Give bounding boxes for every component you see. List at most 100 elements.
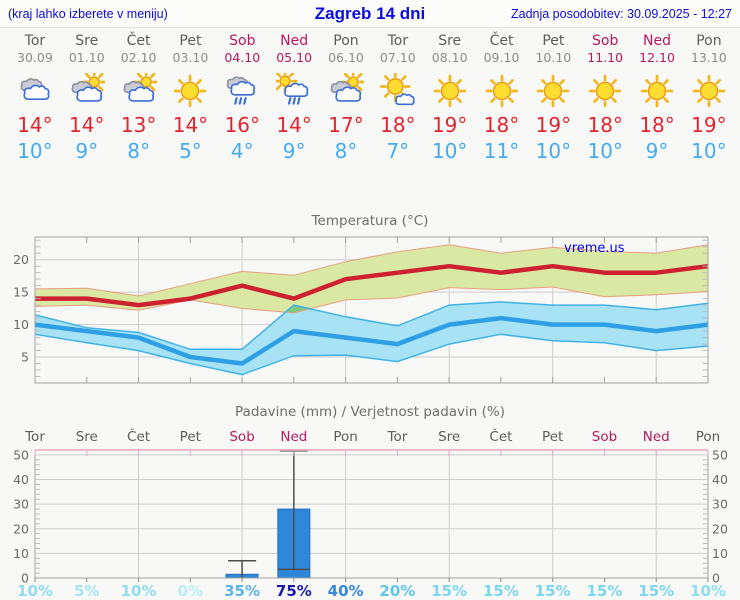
high-temperature: 13° [120,113,157,137]
svg-text:5: 5 [21,350,29,365]
temp-chart: 5 10 15 20 vreme.us [13,236,709,384]
high-temperature: 18° [587,113,623,137]
sunny-icon [165,73,217,111]
precip-day-label: Ned [280,429,307,445]
partly-sunny-icon [320,73,372,111]
high-temperature: 18° [483,113,520,137]
day-name: Pon [696,33,722,49]
day-name: Sre [75,33,99,49]
day-date: 05.10 [276,50,313,65]
min-range-band [35,301,708,375]
svg-text:50: 50 [13,447,29,462]
high-temperature: 14° [17,113,53,137]
forecast-day-column: Sre 01.10 14° 9° [61,30,113,164]
precip-bar [277,508,311,579]
low-temperature: 8° [334,139,358,163]
day-date: 02.10 [120,50,157,65]
last-updated: Zadnja posodobitev: 30.09.2025 - 12:27 [510,7,732,21]
precip-day-label: Pon [696,429,720,445]
day-name: Pet [542,33,565,49]
day-date: 04.10 [224,50,261,65]
low-temperature: 11° [483,139,520,163]
precip-day-label: Sob [229,429,254,445]
rain-icon [216,73,268,111]
day-name: Čet [126,33,151,49]
forecast-day-column: Ned 05.10 14° 9° [268,30,320,164]
precip-probability: 10% [121,582,157,600]
day-date: 12.10 [639,50,675,65]
day-date: 07.10 [379,50,416,65]
precip-day-label: Pet [180,429,201,445]
day-name: Sob [592,33,619,49]
low-temperature: 4° [230,139,254,163]
svg-text:40: 40 [13,472,29,487]
low-temperature: 9° [75,139,99,163]
svg-text:10: 10 [712,546,728,561]
high-temperature: 14° [276,113,312,137]
low-temperature: 9° [645,139,669,163]
day-name: Tor [387,33,409,49]
page-header: (kraj lahko izberete v meniju) Zagreb 14… [0,0,740,28]
forecast-day-column: Ned 12.10 18° 9° [631,30,683,164]
sunny-icon [527,73,579,111]
svg-text:50: 50 [712,447,728,462]
precip-probability: 40% [328,582,364,600]
precip-day-label: Tor [24,429,45,445]
svg-text:10: 10 [13,546,29,561]
day-date: 11.10 [587,50,624,65]
range-overlap [286,305,310,313]
temp-chart-title: Temperatura (°C) [311,213,429,229]
svg-text:0: 0 [712,571,720,586]
sunny-icon [579,73,631,111]
forecast-day-column: Sob 04.10 16° 4° [216,30,268,164]
mostly-sunny-icon [372,73,424,111]
precip-probability: 75% [276,582,312,600]
low-temperature: 5° [179,139,202,163]
high-temperature: 14° [69,113,105,137]
precip-probability: 15% [638,582,674,600]
precip-chart: 0 0 10 10 20 20 30 30 40 40 50 50 Tor Sre Čet Pet Sob Ned… [13,427,728,600]
svg-text:10: 10 [13,317,29,332]
svg-text:20: 20 [13,252,29,267]
svg-text:15: 15 [13,285,29,300]
precip-day-label: Ned [643,429,670,445]
precip-probability: 10% [690,582,726,600]
sun-rain-icon [268,73,320,111]
precip-day-labels: Tor Sre Čet Pet Sob Ned Pon Tor Sre Čet Pet Sob Ned P… [24,427,720,445]
day-date: 08.10 [431,50,468,65]
day-name: Sre [438,33,462,49]
precip-probability: 15% [483,582,519,600]
day-date: 01.10 [68,50,105,65]
svg-text:20: 20 [712,521,728,536]
forecast-day-column: Pon 06.10 17° 8° [320,30,372,164]
low-temperature: 10° [691,139,727,163]
partly-sunny-icon [113,73,165,111]
precip-day-label: Sre [438,429,460,445]
cloudy-icon [9,73,61,111]
precip-axes [34,449,709,582]
high-temperature: 19° [691,113,727,137]
page-title: Zagreb 14 dni [314,4,426,23]
sunny-icon [476,73,528,111]
forecast-day-column: Tor 07.10 18° 7° [372,30,424,164]
forecast-day-column: Čet 09.10 18° 11° [476,30,528,164]
precip-probability: 15% [587,582,623,600]
menu-hint: (kraj lahko izberete v meniju) [8,7,168,21]
high-temperature: 16° [224,113,261,137]
high-temperature: 14° [172,113,209,137]
precip-day-label: Tor [387,429,408,445]
forecast-day-column: Sre 08.10 19° 10° [424,30,476,164]
day-date: 06.10 [328,50,364,65]
max-range-band [35,244,708,313]
low-temperature: 10° [17,139,53,163]
svg-text:40: 40 [712,472,728,487]
sunny-icon [631,73,683,111]
day-name: Tor [24,33,46,49]
low-temperature: 8° [127,139,150,163]
high-temperature: 17° [328,113,364,137]
precip-day-label: Čet [489,427,512,445]
low-temperature: 10° [587,139,623,163]
high-temperature: 18° [380,113,416,137]
sunny-icon [683,73,735,111]
